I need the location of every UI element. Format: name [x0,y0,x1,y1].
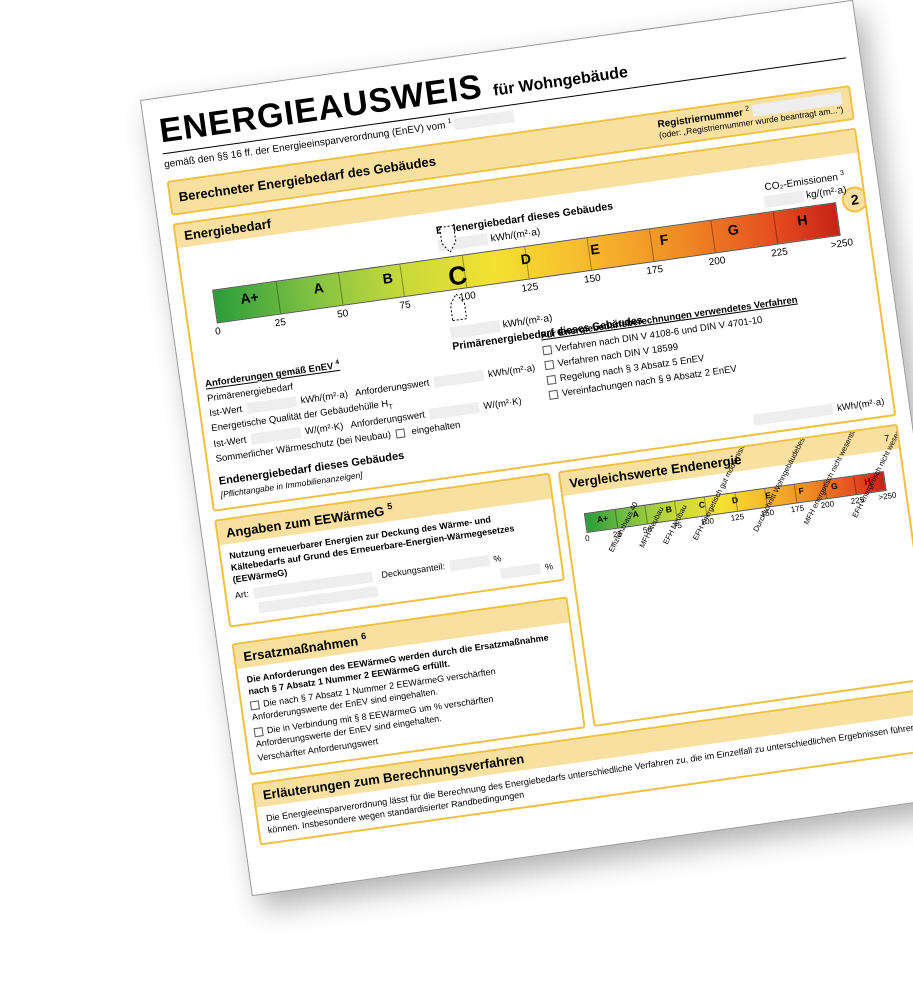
document-page: ENERGIEAUSWEIS für Wohngebäude gemäß den… [140,0,913,896]
checkbox-icon [254,727,264,737]
checkbox-icon [396,429,406,439]
footnote-2: 2 [745,105,750,112]
pct: % [493,554,502,565]
checkbox-icon [250,701,260,711]
end-value: kWh/(m²·a) [751,396,886,427]
checkbox-icon [548,389,558,399]
pointer-bottom-icon [443,290,473,323]
date-blank [454,110,515,130]
title-sub: für Wohngebäude [492,64,629,100]
pct: % [544,561,553,572]
blank [500,562,541,578]
footnote-1: 1 [447,118,452,125]
footnote-5: 5 [387,501,393,512]
footnote-4: 4 [335,359,340,366]
checkbox-icon [544,360,554,370]
pointer-top-icon [434,223,464,256]
footnote-6: 6 [360,630,366,641]
lbl: Ist-Wert [213,435,247,450]
section-comparison: Vergleichswerte Endenergie 7 A+ABCDEFGH … [558,423,913,727]
lbl: Ist-Wert [209,404,243,419]
blank [753,403,834,425]
lbl: Art: [234,589,249,601]
unit: kWh/(m²·a) [836,396,885,414]
footnote-3: 3 [840,170,845,177]
checkbox-icon [542,345,552,355]
checkbox-icon [546,375,556,385]
